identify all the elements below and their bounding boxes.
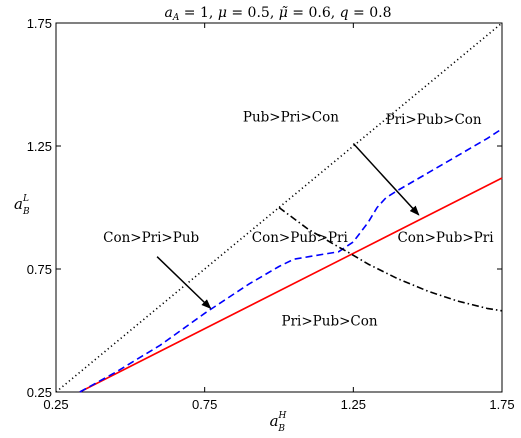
x-tick-label: 1.25: [341, 397, 366, 412]
annotation-arrow: [156, 256, 212, 310]
chart-title: aA = 1, μ = 0.5, μ̃ = 0.6, q = 0.8: [165, 5, 392, 23]
arrows-layer: [156, 143, 420, 310]
y-tick-label: 0.25: [27, 385, 52, 400]
region-label: Con>Pub>Pri: [252, 230, 349, 246]
title-a-eq: = 1,: [179, 5, 217, 21]
y-tick-label: 1.75: [27, 16, 52, 31]
annotations-layer: Pub>Pri>Con Pri>Pub>Con Con>Pri>Pub Con>Pub…: [103, 109, 494, 329]
title-q-eq: = 0.8: [349, 5, 392, 21]
x-tick-label: 0.25: [43, 397, 68, 412]
series-layer: [55, 22, 503, 393]
series-line-dashdot: [278, 206, 503, 312]
x-tick-label: 1.75: [489, 397, 514, 412]
y-tick-label: 0.75: [27, 262, 52, 277]
axis-ticks: 0.25 0.75 1.25 1.75 0.25 0.75 1.25 1.75: [27, 16, 515, 412]
region-label: Con>Pub>Pri: [397, 230, 494, 246]
title-mutilde-eq: = 0.6,: [288, 5, 340, 21]
title-mu: μ: [218, 5, 227, 21]
series-line-dashed: [79, 128, 503, 393]
title-mutilde: μ̃: [279, 5, 288, 21]
region-label: Pri>Pub>Con: [386, 112, 482, 128]
x-axis-label: aH B: [270, 411, 287, 434]
x-tick-label: 0.75: [192, 397, 217, 412]
title-a-sub: A: [172, 13, 180, 23]
title-mu-eq: = 0.5,: [227, 5, 279, 21]
y-axis-label: aL B: [14, 194, 30, 217]
title-a: a: [165, 5, 173, 21]
region-label: Con>Pri>Pub: [103, 230, 199, 246]
title-q: q: [340, 5, 349, 21]
plot-frame: [55, 22, 503, 393]
region-label: Pub>Pri>Con: [243, 109, 339, 125]
y-tick-label: 1.25: [27, 139, 52, 154]
annotation-arrow: [352, 143, 420, 216]
region-label: Pri>Pub>Con: [282, 314, 378, 330]
series-line-solid: [79, 177, 503, 393]
